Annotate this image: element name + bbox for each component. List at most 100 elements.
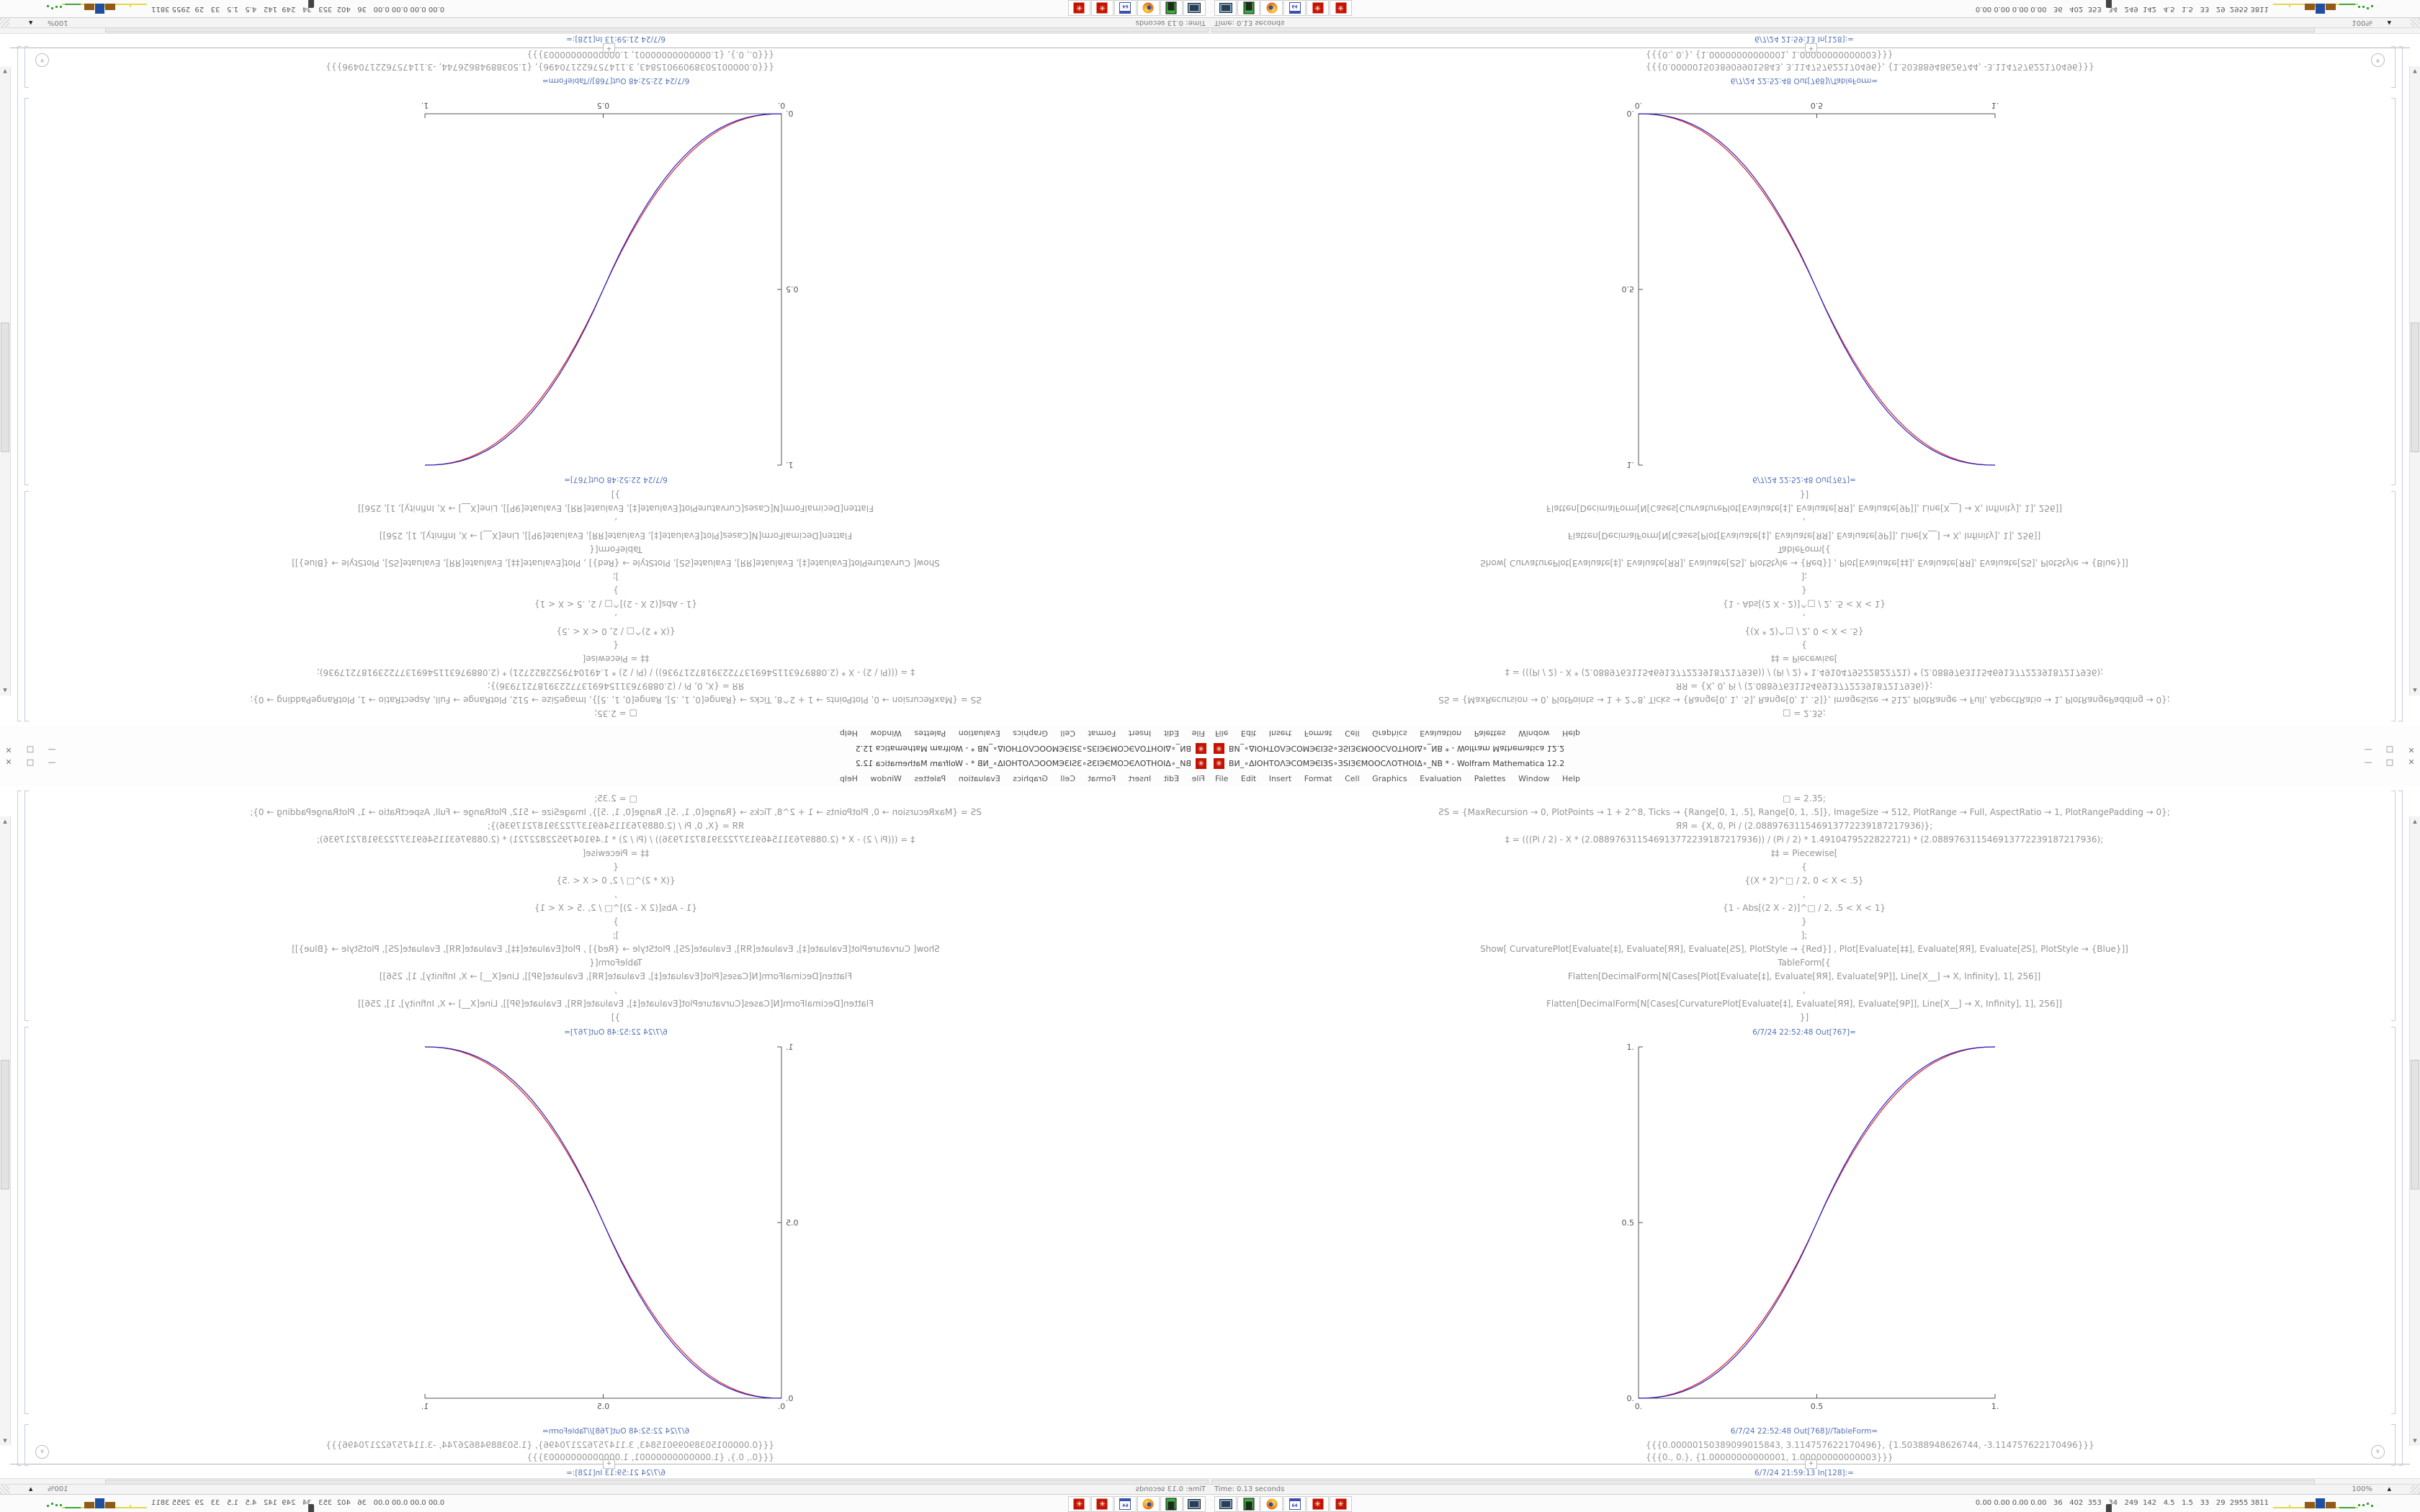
taskbar-button-firefox[interactable] bbox=[1260, 1496, 1283, 1512]
taskbar-button-mathematica-2[interactable]: ✳ bbox=[1068, 0, 1090, 16]
code-line[interactable]: {1 - Abs[(2 X - 2)]^□ / 2, .5 < X < 1} bbox=[1723, 903, 1886, 913]
code-line[interactable]: , bbox=[614, 517, 617, 527]
code-line[interactable]: TableForm[{ bbox=[589, 544, 642, 554]
code-line[interactable]: ‡‡ = Piecewise[ bbox=[1770, 848, 1838, 858]
menu-edit[interactable]: Edit bbox=[1163, 729, 1180, 738]
taskbar-button-mathematica-2[interactable]: ✳ bbox=[1330, 0, 1352, 16]
menu-file[interactable]: File bbox=[1191, 774, 1205, 783]
code-line[interactable]: {(X * 2)^□ / 2, 0 < X < .5} bbox=[1744, 626, 1864, 636]
menu-graphics[interactable]: Graphics bbox=[1372, 774, 1407, 783]
code-line[interactable]: ]; bbox=[1801, 572, 1808, 582]
suggestions-toggle-button[interactable]: » bbox=[35, 53, 49, 67]
resize-grip[interactable] bbox=[0, 17, 9, 27]
cell-bracket-plot-output[interactable] bbox=[24, 1027, 29, 1414]
vertical-scrollbar[interactable]: ▲ ▼ bbox=[0, 816, 11, 1446]
resize-grip[interactable] bbox=[2411, 17, 2420, 27]
taskbar-button-green-device[interactable] bbox=[1237, 0, 1260, 16]
menu-palettes[interactable]: Palettes bbox=[914, 729, 946, 738]
menu-help[interactable]: Help bbox=[1561, 774, 1581, 783]
menu-format[interactable]: Format bbox=[1088, 729, 1116, 738]
horizontal-scrollbar-thumb[interactable] bbox=[1211, 27, 2315, 32]
menu-graphics[interactable]: Graphics bbox=[1013, 774, 1048, 783]
code-line[interactable]: ‡ = (((Pi / 2) - X * (2.0889763115469137… bbox=[1505, 834, 2104, 845]
code-line[interactable]: }] bbox=[611, 1012, 621, 1022]
cell-bracket-group[interactable] bbox=[17, 791, 22, 1466]
cell-bracket-input[interactable] bbox=[2391, 491, 2396, 721]
code-line[interactable]: □ = 2.35; bbox=[1783, 793, 1826, 804]
menu-cell[interactable]: Cell bbox=[1060, 774, 1075, 783]
suggestions-toggle-button[interactable]: » bbox=[2371, 53, 2385, 67]
cell-insert-plus-button[interactable]: + bbox=[1805, 1459, 1817, 1469]
close-button[interactable]: ✕ bbox=[5, 745, 12, 755]
taskbar-button-mathematica-1[interactable]: ✳ bbox=[1091, 1496, 1113, 1512]
suggestions-toggle-button[interactable]: » bbox=[2371, 1445, 2385, 1459]
code-line[interactable]: Flatten[DecimalForm[N[Cases[Plot[Evaluat… bbox=[1567, 971, 2041, 981]
taskbar-button-firefox[interactable] bbox=[1137, 0, 1160, 16]
taskbar-button-green-device[interactable] bbox=[1160, 1496, 1183, 1512]
menu-evaluation[interactable]: Evaluation bbox=[958, 774, 1000, 783]
code-line[interactable]: } bbox=[613, 585, 619, 595]
menu-cell[interactable]: Cell bbox=[1060, 729, 1075, 738]
menu-palettes[interactable]: Palettes bbox=[914, 774, 946, 783]
taskbar-button-computer[interactable] bbox=[1183, 0, 1206, 16]
code-line[interactable]: □ = 2.35; bbox=[594, 708, 637, 719]
cell-bracket-group[interactable] bbox=[2398, 46, 2403, 721]
code-line[interactable]: TableForm[{ bbox=[1778, 958, 1831, 968]
menu-file[interactable]: File bbox=[1215, 729, 1229, 738]
input-cell[interactable]: □ = 2.35; ƧЅ = {MaxRecursion → 0, PlotPo… bbox=[22, 792, 1210, 1025]
menu-window[interactable]: Window bbox=[1518, 774, 1550, 783]
suggestions-toggle-button[interactable]: » bbox=[35, 1445, 49, 1459]
code-line[interactable]: , bbox=[1803, 985, 1806, 995]
code-line[interactable]: ‡ = (((Pi / 2) - X * (2.0889763115469137… bbox=[316, 834, 915, 845]
taskbar-button-floppy[interactable]: 64 bbox=[1283, 1496, 1306, 1512]
taskbar-button-mathematica-2[interactable]: ✳ bbox=[1330, 1496, 1352, 1512]
taskbar-button-firefox[interactable] bbox=[1260, 0, 1283, 16]
zoom-menu-caret-icon[interactable]: ▲ bbox=[2387, 20, 2391, 26]
scroll-up-arrow-icon[interactable]: ▲ bbox=[3, 819, 7, 824]
menu-edit[interactable]: Edit bbox=[1163, 774, 1180, 783]
scroll-up-arrow-icon[interactable]: ▲ bbox=[3, 688, 7, 693]
menu-help[interactable]: Help bbox=[839, 774, 859, 783]
zoom-level[interactable]: 100% bbox=[2352, 1485, 2372, 1493]
horizontal-scrollbar-thumb[interactable] bbox=[105, 27, 1209, 32]
input-cell[interactable]: □ = 2.35; ƧЅ = {MaxRecursion → 0, PlotPo… bbox=[22, 487, 1210, 720]
menu-format[interactable]: Format bbox=[1088, 774, 1116, 783]
taskbar-button-mathematica-1[interactable]: ✳ bbox=[1307, 0, 1329, 16]
code-line[interactable]: ƧЅ = {MaxRecursion → 0, PlotPoints → 1 +… bbox=[250, 695, 982, 705]
code-line[interactable]: TableForm[{ bbox=[589, 958, 642, 968]
vertical-scrollbar[interactable]: ▲ ▼ bbox=[2409, 66, 2420, 696]
zoom-level[interactable]: 100% bbox=[2352, 19, 2372, 27]
horizontal-scrollbar[interactable] bbox=[1210, 27, 2420, 34]
cell-bracket-input[interactable] bbox=[24, 491, 29, 721]
menu-insert[interactable]: Insert bbox=[1128, 729, 1152, 738]
menu-cell[interactable]: Cell bbox=[1345, 774, 1360, 783]
menu-evaluation[interactable]: Evaluation bbox=[958, 729, 1000, 738]
code-line[interactable]: , bbox=[1803, 889, 1806, 899]
menu-cell[interactable]: Cell bbox=[1345, 729, 1360, 738]
cell-insert-plus-button[interactable]: + bbox=[603, 43, 615, 53]
menu-format[interactable]: Format bbox=[1304, 774, 1332, 783]
maximize-button[interactable]: □ bbox=[26, 757, 35, 767]
code-line[interactable]: {1 - Abs[(2 X - 2)]^□ / 2, .5 < X < 1} bbox=[534, 599, 697, 609]
cell-bracket-plot-output[interactable] bbox=[2391, 1027, 2396, 1414]
menu-insert[interactable]: Insert bbox=[1268, 729, 1292, 738]
code-line[interactable]: Show[ CurvaturePlot[Evaluate[‡], Evaluat… bbox=[292, 558, 940, 568]
menu-help[interactable]: Help bbox=[1561, 729, 1581, 738]
zoom-menu-caret-icon[interactable]: ▲ bbox=[29, 1486, 33, 1492]
minimize-button[interactable]: — bbox=[2364, 757, 2372, 767]
code-line[interactable]: , bbox=[1803, 613, 1806, 623]
cell-bracket-plot-output[interactable] bbox=[24, 98, 29, 485]
scroll-down-arrow-icon[interactable]: ▼ bbox=[3, 1438, 7, 1444]
code-line[interactable]: , bbox=[1803, 517, 1806, 527]
code-line[interactable]: ]; bbox=[1801, 930, 1808, 940]
code-line[interactable]: }] bbox=[1799, 1012, 1809, 1022]
vertical-scrollbar[interactable]: ▲ ▼ bbox=[0, 66, 11, 696]
zoom-level[interactable]: 100% bbox=[48, 19, 68, 27]
cell-bracket-input[interactable] bbox=[24, 791, 29, 1021]
close-button[interactable]: ✕ bbox=[2408, 745, 2415, 755]
taskbar-button-floppy[interactable]: 64 bbox=[1114, 1496, 1137, 1512]
code-line[interactable]: ‡ = (((Pi / 2) - X * (2.0889763115469137… bbox=[316, 667, 915, 678]
maximize-button[interactable]: □ bbox=[2385, 757, 2394, 767]
cell-bracket-input[interactable] bbox=[2391, 791, 2396, 1021]
zoom-menu-caret-icon[interactable]: ▲ bbox=[2387, 1486, 2391, 1492]
